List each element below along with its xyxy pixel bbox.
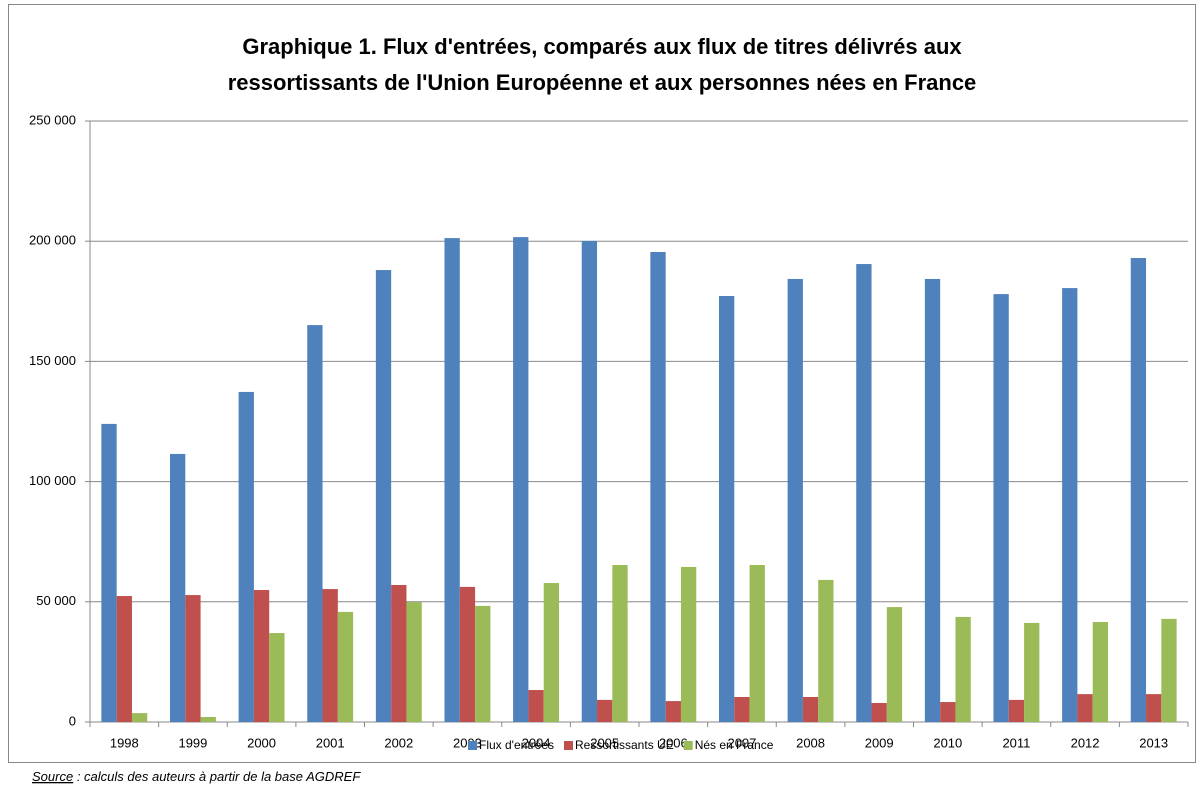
x-tick-label: 2007 <box>727 735 756 750</box>
bar <box>886 607 903 722</box>
bar <box>1024 622 1040 722</box>
y-tick-label: 100 000 <box>29 473 76 488</box>
bar <box>238 391 254 722</box>
y-tick-label: 200 000 <box>29 233 76 248</box>
legend-label: Ressortissants UE <box>575 738 674 752</box>
bar <box>612 565 628 722</box>
x-tick-label: 2004 <box>522 735 551 750</box>
bar <box>444 238 460 722</box>
x-tick-label: 2011 <box>1002 735 1030 750</box>
source-text: : calculs des auteurs à partir de la bas… <box>73 769 361 784</box>
bar <box>940 702 956 722</box>
bar <box>650 252 666 722</box>
bar <box>406 602 422 722</box>
bar <box>185 595 201 722</box>
source-label: Source <box>32 769 73 784</box>
x-tick-label: 1998 <box>110 735 139 750</box>
bar <box>1161 618 1177 722</box>
bar <box>337 611 354 722</box>
x-tick-label: 2005 <box>590 735 619 750</box>
bar <box>116 596 132 722</box>
x-tick-label: 2009 <box>865 735 894 750</box>
x-tick-label: 2002 <box>384 735 413 750</box>
bar <box>391 584 407 722</box>
bar <box>543 583 560 722</box>
bar <box>528 690 544 722</box>
legend-label: Flux d'entrées <box>479 738 554 752</box>
y-tick-label: 50 000 <box>36 593 76 608</box>
bar <box>680 566 697 722</box>
bar <box>787 278 803 722</box>
bar <box>718 296 735 722</box>
bar <box>307 325 323 722</box>
chart-title: Graphique 1. Flux d'entrées, comparés au… <box>242 34 962 59</box>
x-tick-label: 2001 <box>316 735 345 750</box>
chart-title: ressortissants de l'Union Européenne et … <box>228 70 977 95</box>
bar <box>955 616 971 722</box>
bar <box>253 590 270 722</box>
legend-label: Nés en France <box>695 738 774 752</box>
bar <box>734 696 750 722</box>
bar <box>597 699 613 722</box>
y-tick-label: 0 <box>69 713 76 728</box>
bar <box>269 633 285 722</box>
x-tick-label: 2003 <box>453 735 482 750</box>
x-tick-label: 2012 <box>1071 735 1100 750</box>
x-tick-label: 2006 <box>659 735 688 750</box>
legend-swatch <box>683 741 693 750</box>
bar <box>1077 694 1093 722</box>
bar <box>1130 258 1147 722</box>
x-tick-label: 2008 <box>796 735 825 750</box>
bar <box>1092 621 1109 722</box>
bar <box>459 586 476 722</box>
bar <box>581 240 598 722</box>
bar <box>375 270 392 722</box>
y-tick-label: 250 000 <box>29 112 76 127</box>
y-tick-label: 150 000 <box>29 353 76 368</box>
bar <box>200 716 216 722</box>
bar <box>1008 699 1025 722</box>
legend-swatch <box>564 741 573 750</box>
bar <box>818 579 834 722</box>
bar <box>169 453 186 722</box>
bar <box>665 701 681 722</box>
bar <box>513 237 529 722</box>
bar <box>924 278 941 722</box>
bar <box>802 696 819 722</box>
bar <box>856 264 872 722</box>
bar <box>871 703 887 722</box>
bar <box>475 605 491 722</box>
bar <box>749 565 765 722</box>
bar <box>131 713 148 722</box>
bar <box>1062 288 1078 722</box>
bar <box>993 294 1009 722</box>
x-tick-label: 2000 <box>247 735 276 750</box>
x-tick-label: 2013 <box>1139 735 1168 750</box>
bar <box>1146 694 1162 722</box>
legend-swatch <box>468 741 477 750</box>
bar <box>101 423 117 722</box>
source-note: Source : calculs des auteurs à partir de… <box>32 769 361 784</box>
x-tick-label: 1999 <box>178 735 207 750</box>
x-tick-label: 2010 <box>933 735 962 750</box>
bar <box>322 589 338 722</box>
